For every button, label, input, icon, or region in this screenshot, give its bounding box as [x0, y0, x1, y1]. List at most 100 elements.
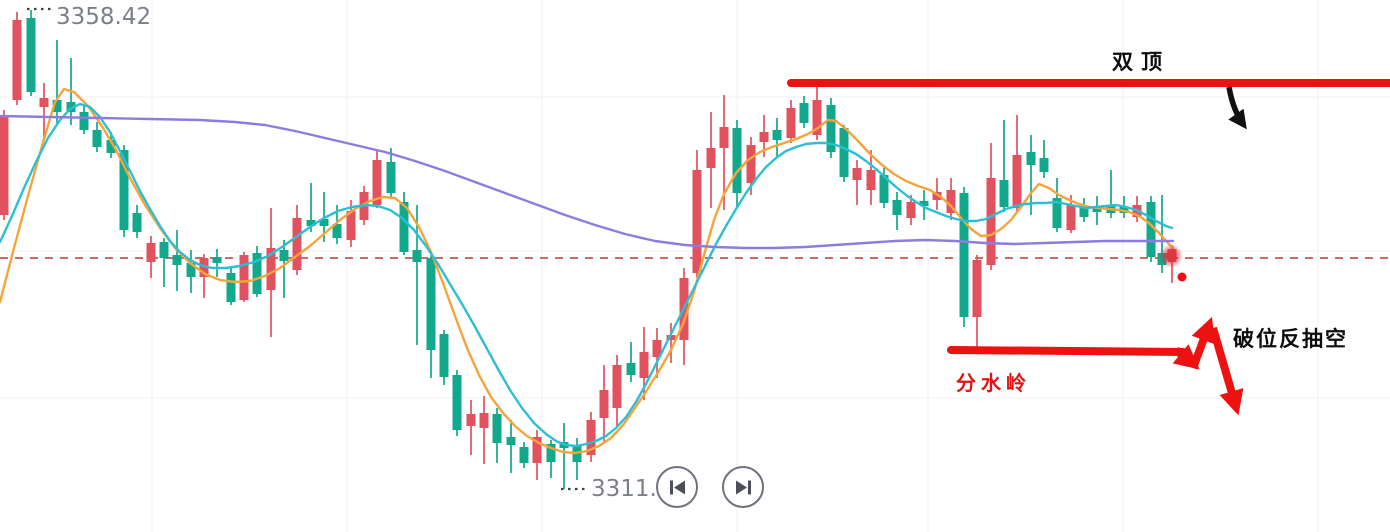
- candle-body: [12, 20, 22, 100]
- candle-body: [732, 128, 742, 193]
- candle-body: [79, 112, 89, 130]
- candle-body: [426, 258, 436, 350]
- candle-body: [972, 260, 982, 317]
- candle-body: [1012, 155, 1022, 208]
- candle-body: [1066, 205, 1076, 230]
- candle-body: [946, 190, 956, 213]
- support-red-line: [947, 346, 1187, 356]
- candle-body: [839, 128, 849, 177]
- moving-average-lines: [0, 87, 1175, 455]
- candle-body: [599, 390, 609, 418]
- candle-body: [319, 219, 329, 226]
- candle-body: [412, 250, 422, 262]
- candle-body: [1052, 198, 1062, 228]
- candle-body: [652, 340, 662, 357]
- red-zigzag-arrow: [1209, 326, 1244, 416]
- ma-mid-line: [0, 102, 1174, 448]
- watershed-annotation: 分水岭: [956, 371, 1031, 395]
- candle-body: [132, 213, 142, 232]
- candle-body: [106, 140, 116, 153]
- candle-body: [999, 180, 1009, 207]
- candle-body: [826, 105, 836, 152]
- candle-body: [212, 257, 222, 263]
- ma-fast-line: [0, 87, 1175, 455]
- candle-body: [919, 201, 929, 206]
- candle-body: [146, 243, 156, 262]
- candle-body: [346, 211, 356, 240]
- candle-body: [479, 413, 489, 428]
- candle-body: [959, 193, 969, 317]
- candle-body: [639, 352, 649, 378]
- candle-body: [252, 253, 262, 294]
- skip-to-end-icon: [735, 480, 751, 494]
- candle-body: [39, 98, 49, 107]
- small-red-dot: [1177, 272, 1187, 282]
- candle-body: [1026, 152, 1036, 165]
- candle-body: [692, 170, 702, 273]
- candle-body: [612, 365, 622, 408]
- candle-body: [0, 115, 9, 215]
- candle-body: [199, 258, 209, 277]
- current-price-dot: [1166, 251, 1176, 261]
- candle-body: [746, 145, 756, 183]
- candle-body: [666, 335, 676, 340]
- skip-to-start-icon: [669, 480, 685, 494]
- candle-body: [306, 220, 316, 226]
- candle-body: [532, 437, 542, 463]
- candle-body: [159, 242, 169, 258]
- candle-body: [399, 202, 409, 252]
- black-down-arrow: [1226, 86, 1247, 130]
- candle-body: [372, 160, 382, 205]
- candlestick-series: [0, 10, 1177, 489]
- candle-body: [519, 447, 529, 463]
- candle-body: [812, 100, 822, 135]
- replay-step-forward-button[interactable]: [722, 466, 764, 508]
- replay-step-back-button[interactable]: [656, 466, 698, 508]
- candle-body: [279, 250, 289, 261]
- candle-body: [266, 248, 276, 290]
- candle-body: [1079, 207, 1089, 217]
- candle-body: [586, 420, 596, 455]
- candle-body: [466, 414, 476, 426]
- high-price-label: 3358.42: [56, 4, 152, 30]
- candle-body: [226, 273, 236, 302]
- candle-body: [1092, 208, 1102, 212]
- red-zigzag-arrow: [1189, 316, 1215, 370]
- candle-body: [706, 148, 716, 168]
- candle-body: [879, 175, 889, 203]
- candle-body: [172, 255, 182, 265]
- ma-slow-line: [0, 114, 1175, 250]
- candle-body: [932, 192, 942, 200]
- candle-body: [1146, 202, 1156, 257]
- hand-drawn-annotations: [787, 79, 1390, 416]
- candle-body: [906, 202, 916, 218]
- candle-body: [892, 200, 902, 215]
- candle-body: [292, 218, 302, 270]
- candle-body: [492, 414, 502, 443]
- red-zigzag-arrow: [1172, 344, 1200, 370]
- candle-body: [52, 100, 62, 112]
- candle-body: [92, 130, 102, 147]
- candle-body: [546, 444, 556, 462]
- candle-body: [1039, 158, 1049, 172]
- candle-body: [799, 103, 809, 123]
- candle-body: [26, 18, 36, 92]
- candle-body: [439, 334, 449, 377]
- candle-body: [119, 150, 129, 230]
- candle-body: [626, 363, 636, 375]
- candle-body: [759, 132, 769, 142]
- break-pullback-short-annotation: 破位反抽空: [1233, 327, 1348, 351]
- candle-body: [66, 102, 76, 112]
- candle-body: [786, 108, 796, 138]
- candle-body: [332, 224, 342, 238]
- candle-body: [506, 437, 516, 445]
- candle-body: [772, 130, 782, 140]
- candle-body: [719, 127, 729, 148]
- candle-body: [452, 375, 462, 430]
- candle-body: [852, 168, 862, 180]
- candle-body: [986, 178, 996, 265]
- double-top-annotation: 双顶: [1112, 50, 1170, 74]
- candle-body: [186, 263, 196, 277]
